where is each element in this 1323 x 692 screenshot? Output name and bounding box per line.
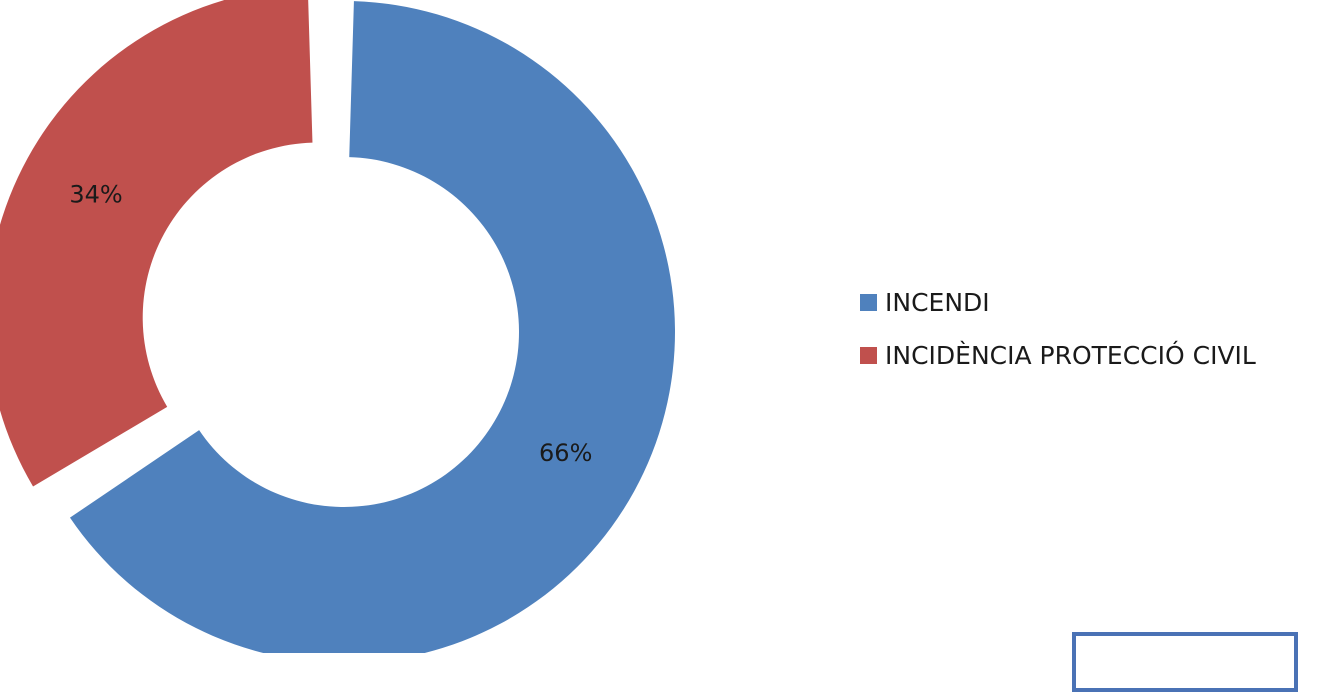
embedded-object-frame [1072, 632, 1298, 692]
legend-label-proteccio-civil: INCIDÈNCIA PROTECCIÓ CIVIL [885, 341, 1256, 370]
legend-swatch-proteccio-civil [860, 347, 877, 364]
slice-incendi [69, 1, 675, 653]
legend-swatch-incendi [860, 294, 877, 311]
doughnut-chart: 66% 34% [0, 0, 675, 653]
data-label-proteccio-civil: 34% [69, 181, 122, 209]
legend-label-incendi: INCENDI [885, 288, 990, 317]
data-label-incendi: 66% [539, 439, 592, 467]
legend-item-incendi: INCENDI [860, 284, 1256, 321]
chart-legend: INCENDI INCIDÈNCIA PROTECCIÓ CIVIL [860, 284, 1256, 390]
slice-proteccio-civil [0, 0, 313, 487]
legend-item-proteccio-civil: INCIDÈNCIA PROTECCIÓ CIVIL [860, 337, 1256, 374]
